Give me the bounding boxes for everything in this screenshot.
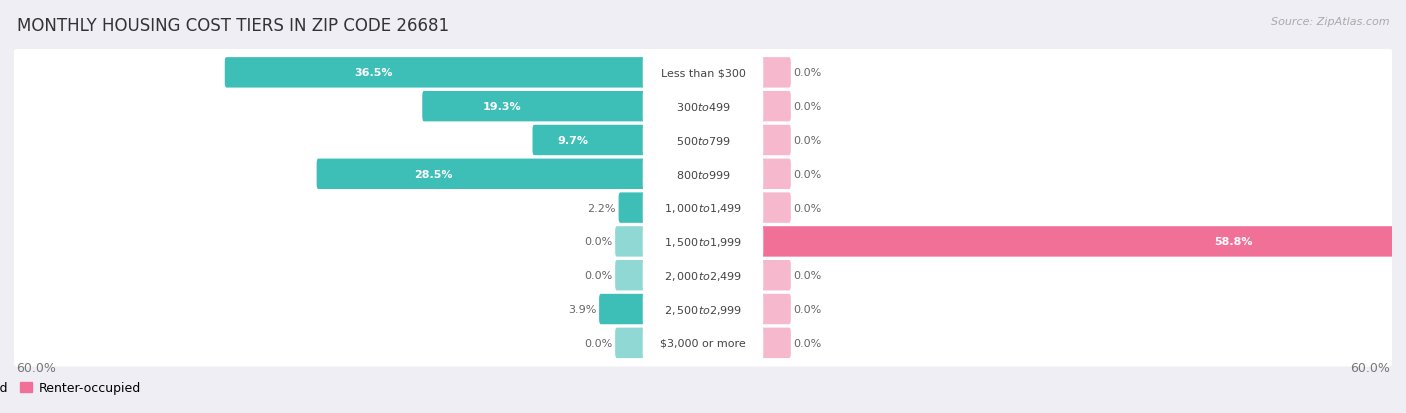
FancyBboxPatch shape <box>643 223 763 261</box>
Text: 19.3%: 19.3% <box>482 102 520 112</box>
FancyBboxPatch shape <box>759 159 790 190</box>
FancyBboxPatch shape <box>759 227 1406 257</box>
FancyBboxPatch shape <box>616 260 647 291</box>
Text: 0.0%: 0.0% <box>794 68 823 78</box>
Text: 60.0%: 60.0% <box>1350 361 1389 374</box>
FancyBboxPatch shape <box>13 50 1393 97</box>
Text: 9.7%: 9.7% <box>558 135 589 146</box>
FancyBboxPatch shape <box>616 328 647 358</box>
Text: 0.0%: 0.0% <box>794 203 823 213</box>
FancyBboxPatch shape <box>643 256 763 295</box>
FancyBboxPatch shape <box>619 193 647 223</box>
Text: $800 to $999: $800 to $999 <box>675 169 731 180</box>
FancyBboxPatch shape <box>643 324 763 362</box>
FancyBboxPatch shape <box>616 227 647 257</box>
Text: 0.0%: 0.0% <box>794 304 823 314</box>
FancyBboxPatch shape <box>533 126 647 156</box>
Text: $500 to $799: $500 to $799 <box>675 135 731 147</box>
FancyBboxPatch shape <box>13 319 1393 367</box>
FancyBboxPatch shape <box>759 193 790 223</box>
FancyBboxPatch shape <box>13 286 1393 333</box>
FancyBboxPatch shape <box>759 58 790 88</box>
FancyBboxPatch shape <box>13 252 1393 299</box>
FancyBboxPatch shape <box>599 294 647 325</box>
Text: 0.0%: 0.0% <box>794 169 823 179</box>
FancyBboxPatch shape <box>643 121 763 160</box>
FancyBboxPatch shape <box>643 290 763 328</box>
Text: Less than $300: Less than $300 <box>661 68 745 78</box>
Text: 28.5%: 28.5% <box>413 169 453 179</box>
Text: 0.0%: 0.0% <box>583 237 612 247</box>
FancyBboxPatch shape <box>643 189 763 227</box>
FancyBboxPatch shape <box>759 126 790 156</box>
FancyBboxPatch shape <box>13 151 1393 198</box>
FancyBboxPatch shape <box>759 260 790 291</box>
FancyBboxPatch shape <box>643 54 763 93</box>
FancyBboxPatch shape <box>225 58 647 88</box>
Text: 0.0%: 0.0% <box>583 271 612 280</box>
Text: $3,000 or more: $3,000 or more <box>661 338 745 348</box>
Text: 0.0%: 0.0% <box>583 338 612 348</box>
FancyBboxPatch shape <box>13 83 1393 131</box>
Text: $2,000 to $2,499: $2,000 to $2,499 <box>664 269 742 282</box>
FancyBboxPatch shape <box>422 92 647 122</box>
FancyBboxPatch shape <box>316 159 647 190</box>
Text: $300 to $499: $300 to $499 <box>675 101 731 113</box>
Legend: Owner-occupied, Renter-occupied: Owner-occupied, Renter-occupied <box>0 382 141 394</box>
Text: 0.0%: 0.0% <box>794 338 823 348</box>
Text: MONTHLY HOUSING COST TIERS IN ZIP CODE 26681: MONTHLY HOUSING COST TIERS IN ZIP CODE 2… <box>17 17 449 34</box>
FancyBboxPatch shape <box>13 185 1393 232</box>
FancyBboxPatch shape <box>759 328 790 358</box>
FancyBboxPatch shape <box>759 92 790 122</box>
FancyBboxPatch shape <box>13 117 1393 164</box>
Text: 3.9%: 3.9% <box>568 304 596 314</box>
Text: $1,500 to $1,999: $1,500 to $1,999 <box>664 235 742 248</box>
Text: Source: ZipAtlas.com: Source: ZipAtlas.com <box>1271 17 1389 26</box>
Text: $2,500 to $2,999: $2,500 to $2,999 <box>664 303 742 316</box>
Text: 36.5%: 36.5% <box>354 68 392 78</box>
FancyBboxPatch shape <box>13 218 1393 266</box>
Text: 60.0%: 60.0% <box>17 361 56 374</box>
Text: 58.8%: 58.8% <box>1213 237 1253 247</box>
Text: 2.2%: 2.2% <box>588 203 616 213</box>
FancyBboxPatch shape <box>643 88 763 126</box>
FancyBboxPatch shape <box>759 294 790 325</box>
FancyBboxPatch shape <box>643 155 763 194</box>
Text: $1,000 to $1,499: $1,000 to $1,499 <box>664 202 742 215</box>
Text: 0.0%: 0.0% <box>794 271 823 280</box>
Text: 0.0%: 0.0% <box>794 135 823 146</box>
Text: 0.0%: 0.0% <box>794 102 823 112</box>
